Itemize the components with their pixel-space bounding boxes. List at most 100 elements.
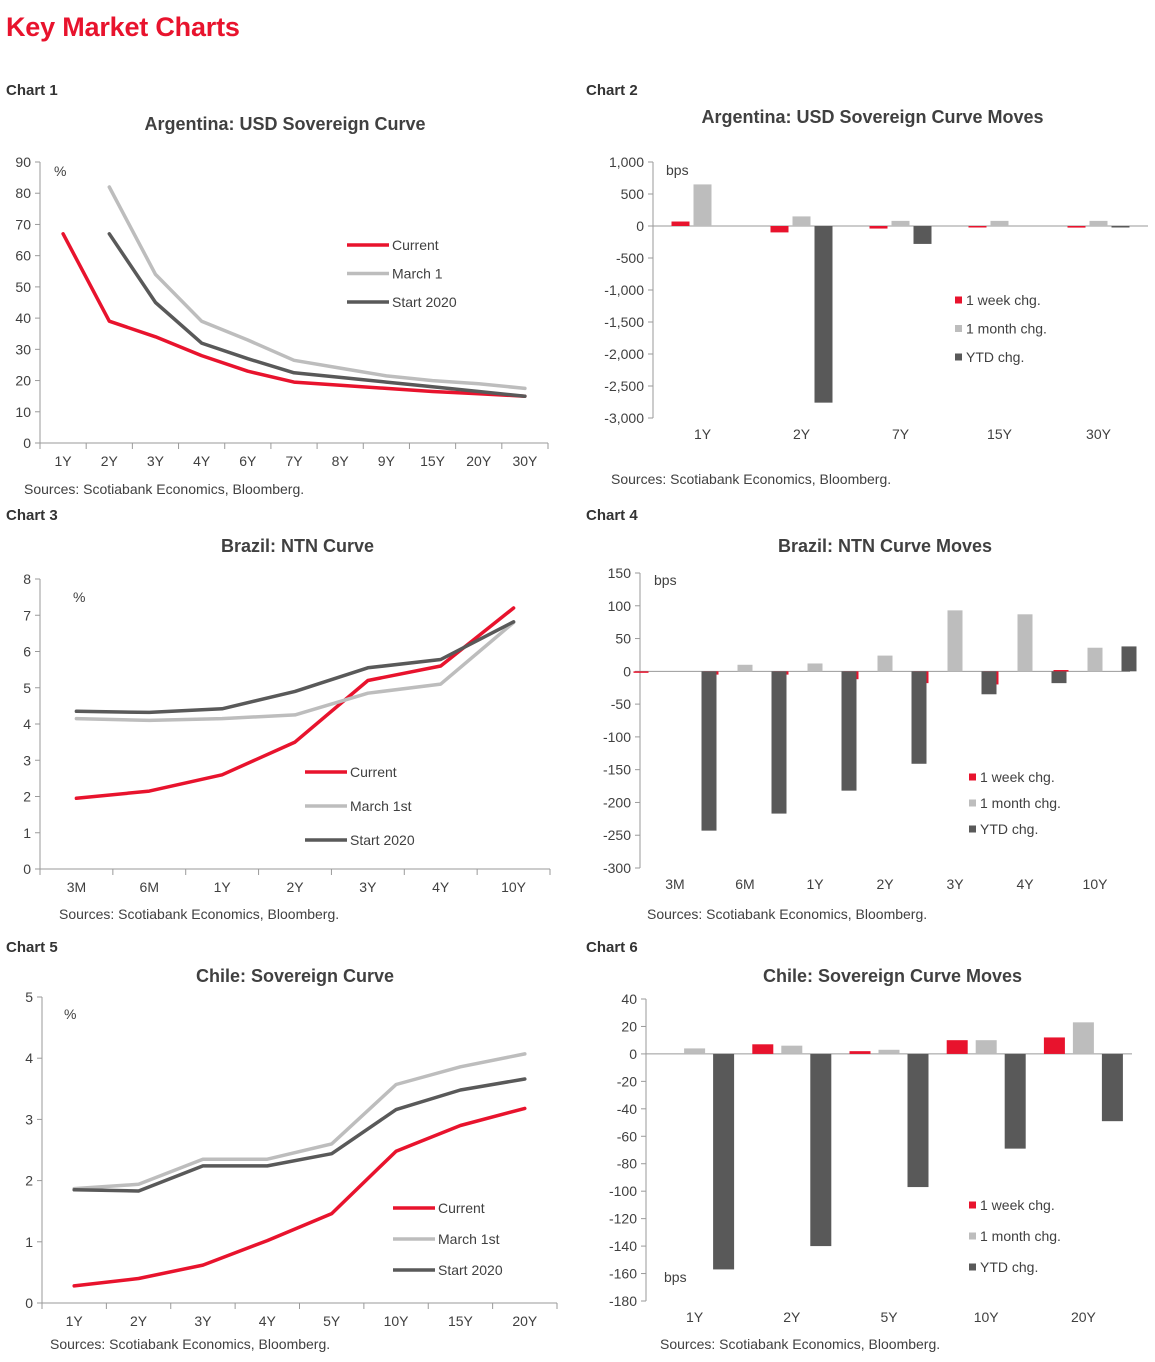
legend-label: Start 2020 xyxy=(438,1262,503,1278)
x-tick-label: 2Y xyxy=(286,879,304,895)
unit-label: bps xyxy=(666,162,689,178)
x-tick-label: 10Y xyxy=(974,1309,1000,1325)
legend-swatch xyxy=(955,296,962,304)
y-tick-label: 4 xyxy=(23,716,31,732)
legend-label: March 1 xyxy=(392,266,443,282)
x-tick-label: 30Y xyxy=(1086,426,1112,442)
chart-6-title: Chile: Sovereign Curve Moves xyxy=(762,966,1023,986)
legend-label: YTD chg. xyxy=(980,1259,1038,1275)
chart-6-label: Chart 6 xyxy=(586,939,638,956)
chart-4-title: Brazil: NTN Curve Moves xyxy=(777,536,993,556)
unit-label: % xyxy=(64,1006,76,1022)
x-tick-label: 4Y xyxy=(193,453,211,469)
series-line-3 xyxy=(74,620,516,715)
chart-1-source: Sources: Scotiabank Economics, Bloomberg… xyxy=(24,481,305,497)
legend-label: 1 month chg. xyxy=(966,321,1047,337)
y-tick-label: 6 xyxy=(23,644,31,660)
x-tick-label: 7Y xyxy=(892,426,910,442)
bar-1 xyxy=(633,671,649,673)
chart-4-source: Sources: Scotiabank Economics, Bloomberg… xyxy=(647,906,928,922)
y-tick-label: -160 xyxy=(609,1266,637,1282)
x-tick-label: 9Y xyxy=(378,453,396,469)
legend-swatch xyxy=(969,1232,976,1240)
bar-3 xyxy=(701,671,717,831)
bar-2 xyxy=(693,184,712,226)
bar-1 xyxy=(770,226,789,233)
x-tick-label: 1Y xyxy=(686,1309,704,1325)
legend-swatch xyxy=(969,825,976,833)
legend-label: Current xyxy=(350,764,397,780)
bar-1 xyxy=(946,1040,968,1054)
chart-3-source: Sources: Scotiabank Economics, Bloomberg… xyxy=(59,906,340,922)
y-tick-label: -250 xyxy=(603,827,631,843)
y-tick-label: -2,500 xyxy=(604,378,644,394)
x-tick-label: 10Y xyxy=(501,879,527,895)
unit-label: bps xyxy=(664,1269,687,1285)
y-tick-label: 1,000 xyxy=(609,154,644,170)
y-tick-label: 150 xyxy=(608,565,632,581)
y-tick-label: -140 xyxy=(609,1238,637,1254)
x-tick-label: 1Y xyxy=(55,453,73,469)
bar-3 xyxy=(1101,1053,1123,1122)
y-tick-label: -100 xyxy=(609,1183,637,1199)
y-tick-label: -100 xyxy=(603,729,631,745)
x-tick-label: 3Y xyxy=(194,1313,212,1329)
y-tick-label: 3 xyxy=(23,752,31,768)
bar-1 xyxy=(671,221,690,226)
legend-label: March 1st xyxy=(438,1231,500,1247)
y-tick-label: 0 xyxy=(629,1046,637,1062)
x-tick-label: 15Y xyxy=(987,426,1013,442)
unit-label: bps xyxy=(654,572,677,588)
y-tick-label: 20 xyxy=(15,373,31,389)
bar-2 xyxy=(1072,1022,1094,1054)
bar-2 xyxy=(1089,220,1108,226)
x-tick-label: 3Y xyxy=(359,879,377,895)
chart-3-label: Chart 3 xyxy=(6,507,58,524)
chart-2-source: Sources: Scotiabank Economics, Bloomberg… xyxy=(611,471,892,487)
x-tick-label: 5Y xyxy=(880,1309,898,1325)
x-tick-label: 4Y xyxy=(432,879,450,895)
x-tick-label: 10Y xyxy=(1083,876,1109,892)
y-tick-label: -300 xyxy=(603,860,631,876)
y-tick-label: 80 xyxy=(15,185,31,201)
y-tick-label: -120 xyxy=(609,1211,637,1227)
series-line-3 xyxy=(72,1077,527,1193)
chart-4-label: Chart 4 xyxy=(586,507,638,524)
y-tick-label: -3,000 xyxy=(604,410,644,426)
bar-1 xyxy=(1053,670,1069,672)
page-title: Key Market Charts xyxy=(6,12,240,42)
legend-label: YTD chg. xyxy=(980,821,1038,837)
y-tick-label: -60 xyxy=(617,1128,637,1144)
legend-label: Start 2020 xyxy=(392,294,457,310)
bar-3 xyxy=(1121,646,1137,672)
bar-2 xyxy=(891,220,910,226)
y-tick-label: -20 xyxy=(617,1073,637,1089)
series-line-3 xyxy=(107,232,527,398)
y-tick-label: 2 xyxy=(25,1173,33,1189)
legend-swatch xyxy=(955,325,962,332)
x-tick-label: 2Y xyxy=(130,1313,148,1329)
y-tick-label: 90 xyxy=(15,154,31,170)
series-line-2 xyxy=(107,185,527,391)
bar-2 xyxy=(1087,647,1103,672)
y-tick-label: 0 xyxy=(23,435,31,451)
x-tick-label: 2Y xyxy=(793,426,811,442)
x-tick-label: 1Y xyxy=(214,879,232,895)
y-tick-label: 40 xyxy=(621,991,637,1007)
y-tick-label: 50 xyxy=(615,631,631,647)
bar-3 xyxy=(1004,1053,1026,1149)
legend-label: YTD chg. xyxy=(966,349,1024,365)
bar-3 xyxy=(810,1053,832,1247)
bar-2 xyxy=(947,610,963,672)
x-tick-label: 4Y xyxy=(1016,876,1034,892)
legend-label: 1 week chg. xyxy=(966,292,1041,308)
bar-3 xyxy=(771,671,787,814)
x-tick-label: 1Y xyxy=(806,876,824,892)
chart-5-source: Sources: Scotiabank Economics, Bloomberg… xyxy=(50,1336,331,1352)
y-tick-label: 1 xyxy=(25,1234,33,1250)
bar-2 xyxy=(990,220,1009,226)
x-tick-label: 6M xyxy=(140,879,159,895)
bar-1 xyxy=(968,226,987,228)
